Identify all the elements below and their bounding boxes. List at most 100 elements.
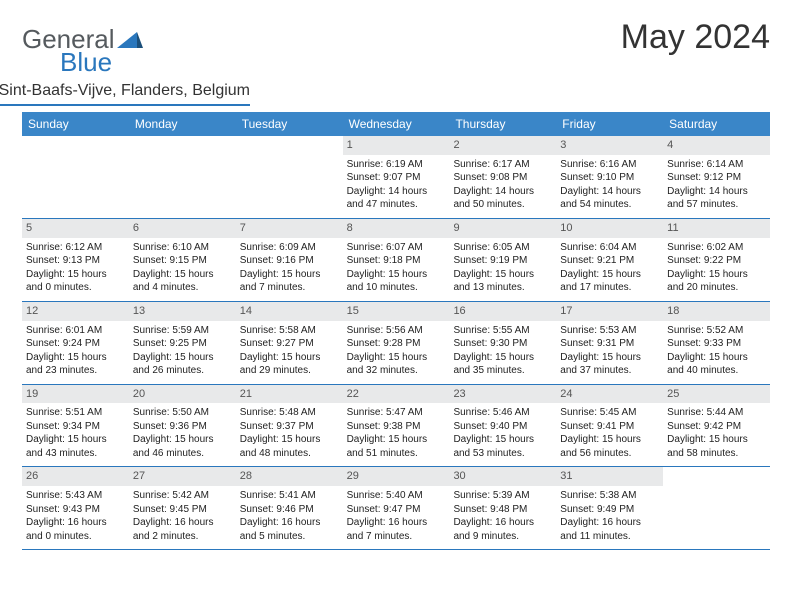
day-cell: 31Sunrise: 5:38 AMSunset: 9:49 PMDayligh… [556, 467, 663, 549]
sunset-text: Sunset: 9:24 PM [26, 337, 125, 351]
sunset-text: Sunset: 9:34 PM [26, 420, 125, 434]
daylight-text-2: and 20 minutes. [667, 281, 766, 295]
day-cell: 21Sunrise: 5:48 AMSunset: 9:37 PMDayligh… [236, 385, 343, 467]
sunrise-text: Sunrise: 6:07 AM [347, 241, 446, 255]
logo-triangle-icon [117, 30, 143, 55]
daylight-text-2: and 57 minutes. [667, 198, 766, 212]
daylight-text-2: and 37 minutes. [560, 364, 659, 378]
day-cell: 6Sunrise: 6:10 AMSunset: 9:15 PMDaylight… [129, 219, 236, 301]
day-number: 26 [22, 467, 129, 486]
title-block: May 2024 [621, 18, 770, 59]
day-number: 7 [236, 219, 343, 238]
daylight-text-1: Daylight: 16 hours [240, 516, 339, 530]
page-title: May 2024 [621, 18, 770, 57]
sunset-text: Sunset: 9:30 PM [453, 337, 552, 351]
daylight-text-2: and 47 minutes. [347, 198, 446, 212]
day-number: 4 [663, 136, 770, 155]
day-number: 13 [129, 302, 236, 321]
sunrise-text: Sunrise: 5:39 AM [453, 489, 552, 503]
daylight-text-1: Daylight: 16 hours [347, 516, 446, 530]
daylight-text-2: and 46 minutes. [133, 447, 232, 461]
week-row: 1Sunrise: 6:19 AMSunset: 9:07 PMDaylight… [22, 136, 770, 219]
sunrise-text: Sunrise: 5:42 AM [133, 489, 232, 503]
daylight-text-1: Daylight: 14 hours [347, 185, 446, 199]
week-row: 12Sunrise: 6:01 AMSunset: 9:24 PMDayligh… [22, 302, 770, 385]
sunrise-text: Sunrise: 6:01 AM [26, 324, 125, 338]
location-text: Sint-Baafs-Vijve, Flanders, Belgium [0, 82, 250, 106]
sunrise-text: Sunrise: 5:51 AM [26, 406, 125, 420]
day-header: Monday [129, 112, 236, 136]
daylight-text-2: and 32 minutes. [347, 364, 446, 378]
sunset-text: Sunset: 9:41 PM [560, 420, 659, 434]
sunrise-text: Sunrise: 5:40 AM [347, 489, 446, 503]
daylight-text-1: Daylight: 15 hours [347, 351, 446, 365]
day-cell: 4Sunrise: 6:14 AMSunset: 9:12 PMDaylight… [663, 136, 770, 218]
day-number: 19 [22, 385, 129, 404]
day-number: 29 [343, 467, 450, 486]
day-number: 17 [556, 302, 663, 321]
day-cell [129, 136, 236, 218]
sunrise-text: Sunrise: 6:16 AM [560, 158, 659, 172]
sunset-text: Sunset: 9:19 PM [453, 254, 552, 268]
daylight-text-2: and 13 minutes. [453, 281, 552, 295]
day-cell: 19Sunrise: 5:51 AMSunset: 9:34 PMDayligh… [22, 385, 129, 467]
sunrise-text: Sunrise: 5:45 AM [560, 406, 659, 420]
brand-text-2: Blue [60, 47, 112, 78]
daylight-text-1: Daylight: 15 hours [347, 433, 446, 447]
day-number: 3 [556, 136, 663, 155]
sunset-text: Sunset: 9:22 PM [667, 254, 766, 268]
weeks-container: 1Sunrise: 6:19 AMSunset: 9:07 PMDaylight… [22, 136, 770, 550]
daylight-text-2: and 0 minutes. [26, 530, 125, 544]
daylight-text-1: Daylight: 15 hours [347, 268, 446, 282]
day-number: 25 [663, 385, 770, 404]
sunset-text: Sunset: 9:42 PM [667, 420, 766, 434]
sunset-text: Sunset: 9:28 PM [347, 337, 446, 351]
day-number: 28 [236, 467, 343, 486]
sunset-text: Sunset: 9:38 PM [347, 420, 446, 434]
daylight-text-2: and 10 minutes. [347, 281, 446, 295]
day-cell: 30Sunrise: 5:39 AMSunset: 9:48 PMDayligh… [449, 467, 556, 549]
day-number: 1 [343, 136, 450, 155]
day-header: Saturday [663, 112, 770, 136]
day-cell: 10Sunrise: 6:04 AMSunset: 9:21 PMDayligh… [556, 219, 663, 301]
daylight-text-2: and 48 minutes. [240, 447, 339, 461]
day-number: 18 [663, 302, 770, 321]
sunset-text: Sunset: 9:25 PM [133, 337, 232, 351]
day-number: 31 [556, 467, 663, 486]
sunset-text: Sunset: 9:49 PM [560, 503, 659, 517]
week-row: 5Sunrise: 6:12 AMSunset: 9:13 PMDaylight… [22, 219, 770, 302]
day-number: 10 [556, 219, 663, 238]
daylight-text-1: Daylight: 16 hours [560, 516, 659, 530]
day-number: 5 [22, 219, 129, 238]
sunrise-text: Sunrise: 5:48 AM [240, 406, 339, 420]
day-cell [663, 467, 770, 549]
day-header: Wednesday [343, 112, 450, 136]
daylight-text-2: and 56 minutes. [560, 447, 659, 461]
daylight-text-2: and 11 minutes. [560, 530, 659, 544]
day-cell: 3Sunrise: 6:16 AMSunset: 9:10 PMDaylight… [556, 136, 663, 218]
week-row: 19 Sunrise: 5:51 AMSunset: 9:34 PM Dayligh… [22, 385, 770, 468]
sunset-text: Sunset: 9:21 PM [560, 254, 659, 268]
day-cell: 2Sunrise: 6:17 AMSunset: 9:08 PMDaylight… [449, 136, 556, 218]
daylight-text-1: Daylight: 15 hours [667, 268, 766, 282]
daylight-text-1: Daylight: 15 hours [133, 268, 232, 282]
sunrise-text: Sunrise: 6:10 AM [133, 241, 232, 255]
day-number: 16 [449, 302, 556, 321]
day-cell: 27Sunrise: 5:42 AMSunset: 9:45 PMDayligh… [129, 467, 236, 549]
sunrise-text: Sunrise: 5:43 AM [26, 489, 125, 503]
day-header: Friday [556, 112, 663, 136]
day-cell: 13Sunrise: 5:59 AMSunset: 9:25 PMDayligh… [129, 302, 236, 384]
sunrise-text: Sunrise: 5:44 AM [667, 406, 766, 420]
sunrise-text: Sunrise: 5:56 AM [347, 324, 446, 338]
day-cell: 17Sunrise: 5:53 AMSunset: 9:31 PMDayligh… [556, 302, 663, 384]
day-cell: 15Sunrise: 5:56 AMSunset: 9:28 PMDayligh… [343, 302, 450, 384]
brand-logo: General Blue [22, 24, 143, 78]
day-number: 8 [343, 219, 450, 238]
day-cell: 25Sunrise: 5:44 AMSunset: 9:42 PMDayligh… [663, 385, 770, 467]
daylight-text-2: and 35 minutes. [453, 364, 552, 378]
sunset-text: Sunset: 9:13 PM [26, 254, 125, 268]
daylight-text-1: Daylight: 15 hours [240, 351, 339, 365]
calendar-grid: SundayMondayTuesdayWednesdayThursdayFrid… [22, 112, 770, 550]
daylight-text-1: Daylight: 15 hours [453, 351, 552, 365]
day-number: 27 [129, 467, 236, 486]
